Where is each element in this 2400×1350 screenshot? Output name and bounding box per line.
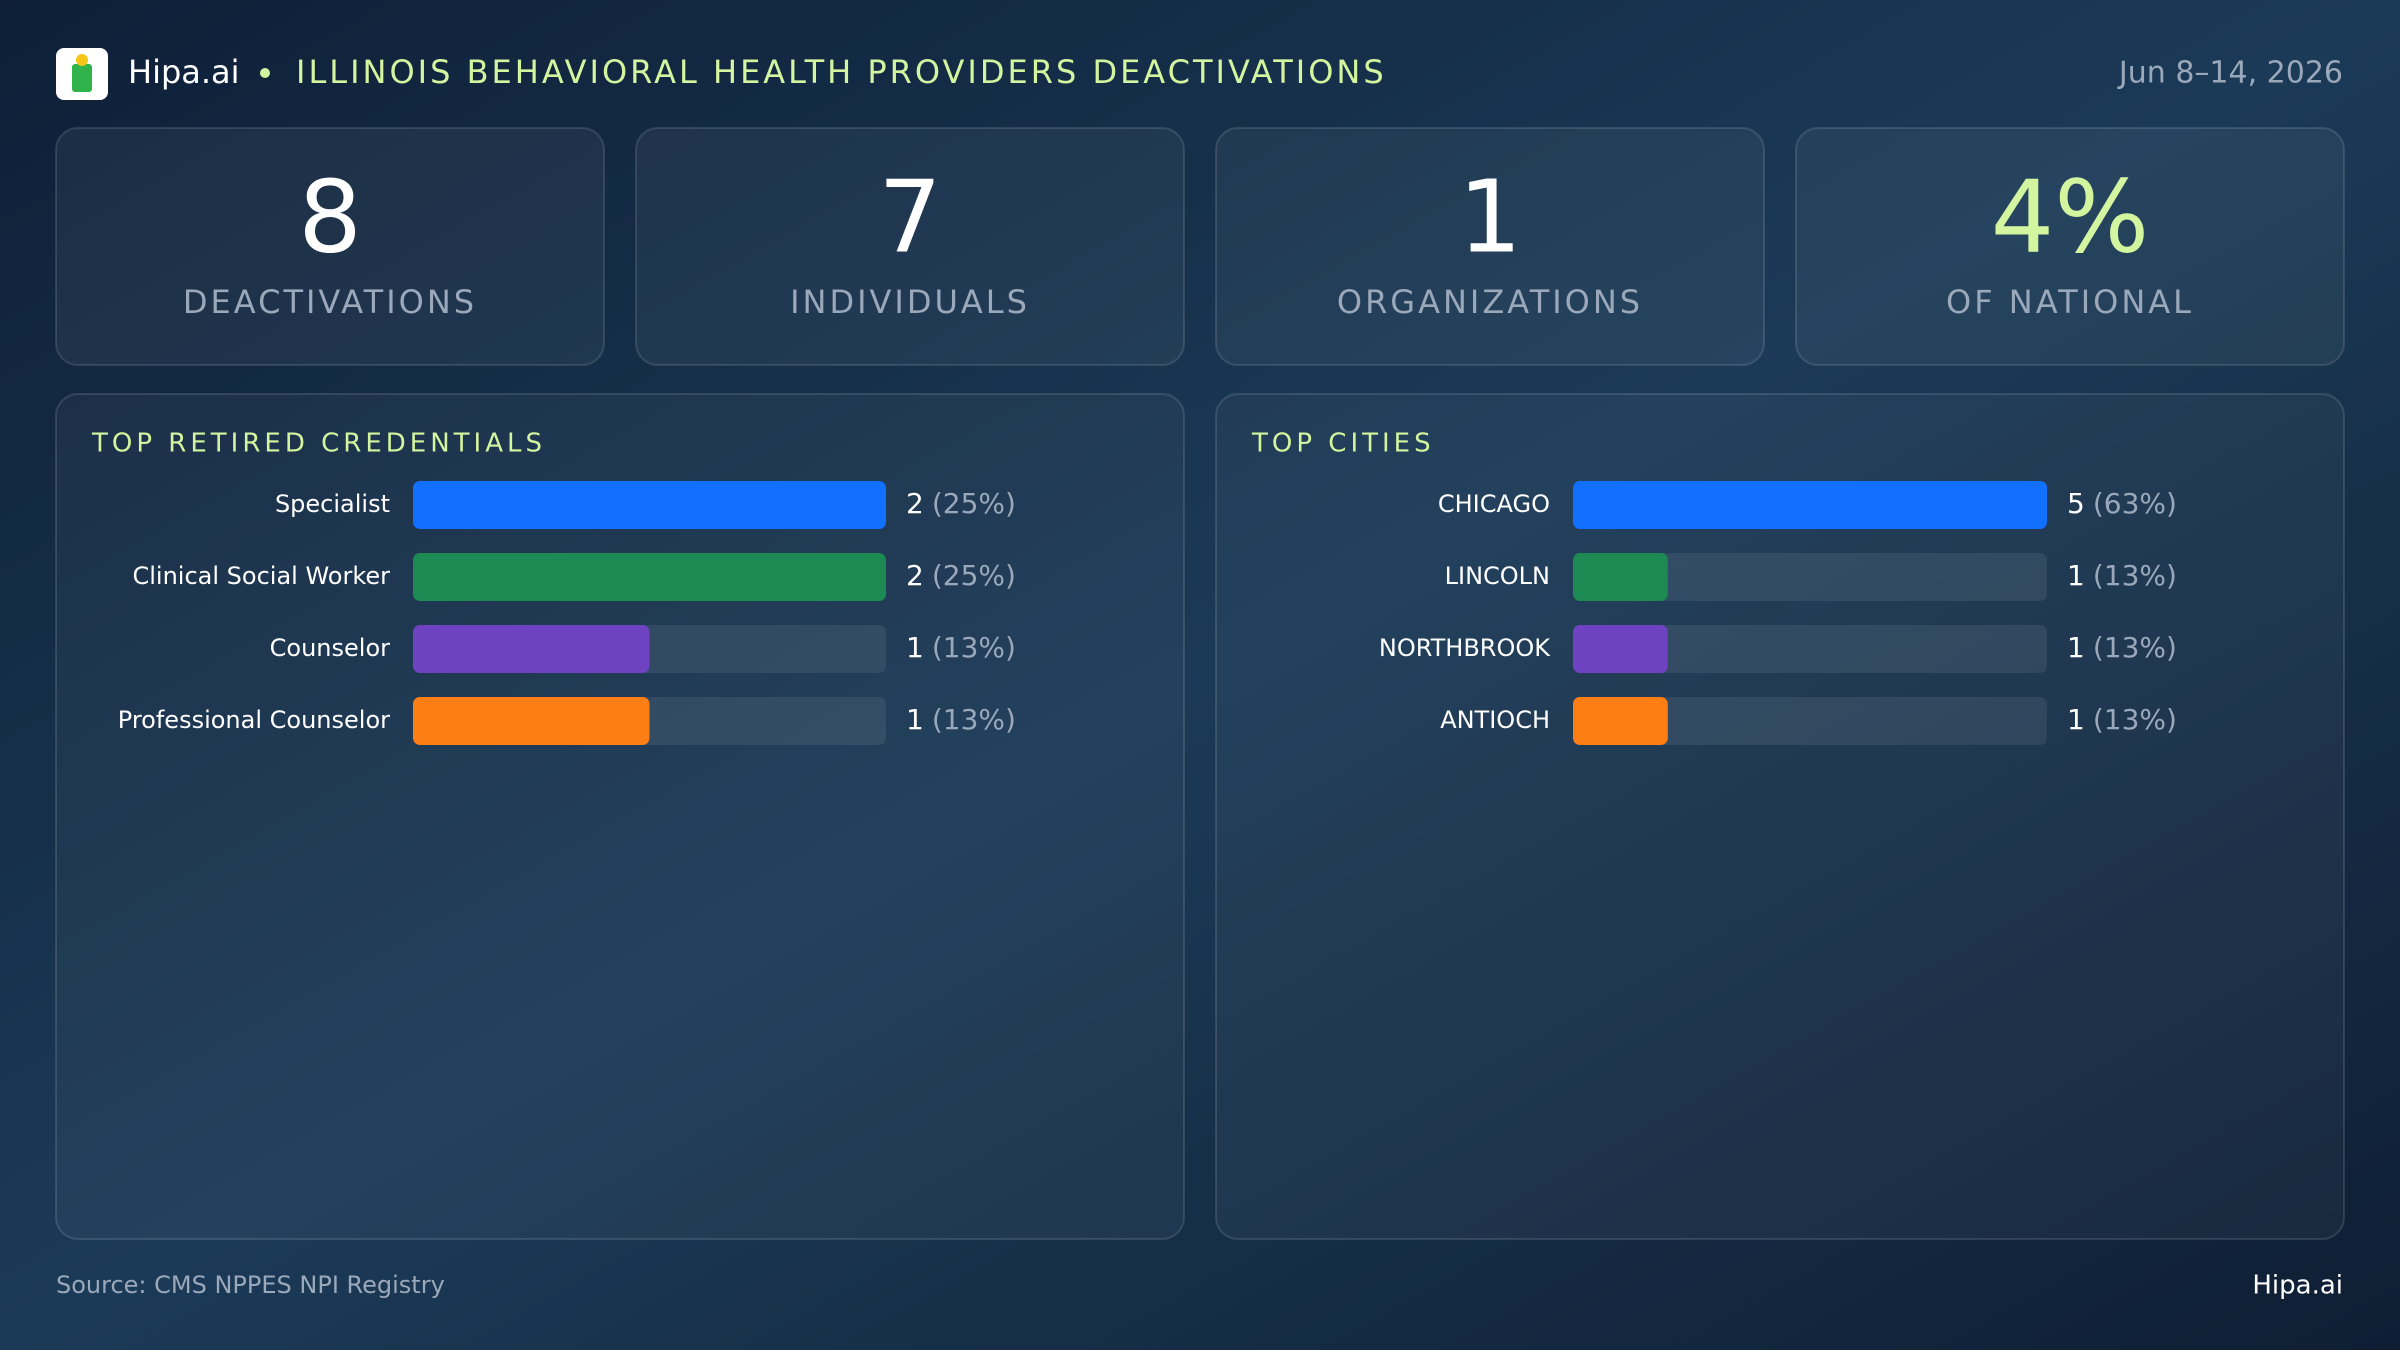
share: (63%) xyxy=(2093,487,2177,520)
kpi-label: OF NATIONAL xyxy=(1946,283,2194,321)
bar xyxy=(413,697,650,745)
share: (13%) xyxy=(932,703,1016,736)
bar xyxy=(1573,553,1668,601)
category-label: ANTIOCH xyxy=(1440,706,1550,734)
logo xyxy=(56,48,108,100)
panel xyxy=(1215,393,2345,1240)
value-label: 1 (13%) xyxy=(906,631,1016,664)
value-label: 1 (13%) xyxy=(2067,703,2177,736)
value: 1 xyxy=(906,631,924,664)
category-label: CHICAGO xyxy=(1438,490,1550,518)
value: 2 xyxy=(906,487,924,520)
kpi-card xyxy=(635,127,1185,366)
value-label: 5 (63%) xyxy=(2067,487,2177,520)
value: 1 xyxy=(2067,703,2085,736)
share: (13%) xyxy=(2093,703,2177,736)
bar xyxy=(413,553,886,601)
kpi-value: 1 xyxy=(1458,158,1522,275)
bar xyxy=(413,625,650,673)
share: (13%) xyxy=(2093,631,2177,664)
share: (25%) xyxy=(932,487,1016,520)
kpi-card xyxy=(1215,127,1765,366)
source: Source: CMS NPPES NPI Registry xyxy=(56,1271,445,1299)
kpi-label: DEACTIVATIONS xyxy=(183,283,477,321)
value-label: 1 (13%) xyxy=(2067,631,2177,664)
share: (13%) xyxy=(932,631,1016,664)
panel-title: TOP RETIRED CREDENTIALS xyxy=(91,429,546,459)
value-label: 1 (13%) xyxy=(2067,559,2177,592)
brand: Hipa.ai xyxy=(128,53,240,91)
bar-track xyxy=(1573,625,2047,673)
value: 1 xyxy=(906,703,924,736)
kpi-label: INDIVIDUALS xyxy=(790,283,1030,321)
bar xyxy=(1573,625,1668,673)
page-title: ILLINOIS BEHAVIORAL HEALTH PROVIDERS DEA… xyxy=(296,53,1387,91)
category-label: Clinical Social Worker xyxy=(132,562,390,590)
category-label: Counselor xyxy=(270,634,390,662)
separator-dot xyxy=(260,68,270,78)
bar-track xyxy=(1573,553,2047,601)
kpi-value: 8 xyxy=(298,158,362,275)
date-range: Jun 8–14, 2026 xyxy=(2117,56,2343,91)
value: 5 xyxy=(2067,487,2085,520)
category-label: LINCOLN xyxy=(1445,562,1550,590)
bar-track xyxy=(1573,697,2047,745)
panel-title: TOP CITIES xyxy=(1251,429,1435,459)
category-label: Specialist xyxy=(275,490,390,518)
kpi-value: 4% xyxy=(1991,158,2150,275)
kpi-label: ORGANIZATIONS xyxy=(1337,283,1643,321)
category-label: Professional Counselor xyxy=(118,706,390,734)
kpi-card xyxy=(1795,127,2345,366)
value: 1 xyxy=(2067,559,2085,592)
value: 1 xyxy=(2067,631,2085,664)
bar xyxy=(1573,481,2047,529)
bar xyxy=(413,481,886,529)
value-label: 2 (25%) xyxy=(906,487,1016,520)
value-label: 2 (25%) xyxy=(906,559,1016,592)
value: 2 xyxy=(906,559,924,592)
category-label: NORTHBROOK xyxy=(1379,634,1551,662)
kpi-value: 7 xyxy=(878,158,942,275)
share: (13%) xyxy=(2093,559,2177,592)
panel xyxy=(55,393,1185,1240)
value-label: 1 (13%) xyxy=(906,703,1016,736)
share: (25%) xyxy=(932,559,1016,592)
kpi-card xyxy=(55,127,605,366)
footer-brand: Hipa.ai xyxy=(2252,1271,2343,1301)
bar xyxy=(1573,697,1668,745)
